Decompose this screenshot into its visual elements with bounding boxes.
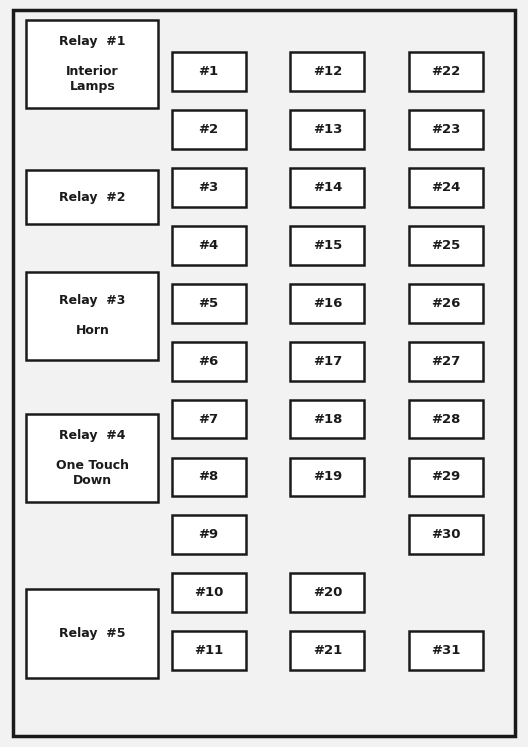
- Text: Relay  #4

One Touch
Down: Relay #4 One Touch Down: [56, 429, 129, 487]
- Text: #27: #27: [431, 355, 461, 368]
- Text: Relay  #5: Relay #5: [59, 627, 126, 640]
- FancyBboxPatch shape: [409, 515, 483, 554]
- Text: #23: #23: [431, 123, 461, 136]
- Text: #10: #10: [194, 586, 223, 599]
- FancyBboxPatch shape: [290, 631, 364, 670]
- Text: Relay  #2: Relay #2: [59, 190, 126, 204]
- FancyBboxPatch shape: [409, 52, 483, 91]
- Text: #24: #24: [431, 181, 461, 194]
- Text: #17: #17: [313, 355, 342, 368]
- FancyBboxPatch shape: [172, 168, 246, 207]
- FancyBboxPatch shape: [409, 226, 483, 265]
- Text: #15: #15: [313, 239, 342, 252]
- FancyBboxPatch shape: [290, 284, 364, 323]
- FancyBboxPatch shape: [172, 515, 246, 554]
- FancyBboxPatch shape: [26, 272, 158, 360]
- Text: #3: #3: [199, 181, 219, 194]
- Text: #13: #13: [313, 123, 342, 136]
- FancyBboxPatch shape: [172, 226, 246, 265]
- FancyBboxPatch shape: [290, 457, 364, 496]
- FancyBboxPatch shape: [290, 52, 364, 91]
- Text: #12: #12: [313, 65, 342, 78]
- FancyBboxPatch shape: [409, 400, 483, 438]
- FancyBboxPatch shape: [172, 400, 246, 438]
- Text: #11: #11: [194, 644, 223, 657]
- FancyBboxPatch shape: [172, 457, 246, 496]
- FancyBboxPatch shape: [26, 20, 158, 108]
- FancyBboxPatch shape: [26, 414, 158, 502]
- Text: #28: #28: [431, 412, 461, 426]
- FancyBboxPatch shape: [172, 574, 246, 612]
- FancyBboxPatch shape: [172, 631, 246, 670]
- FancyBboxPatch shape: [26, 589, 158, 678]
- Text: #26: #26: [431, 297, 461, 310]
- Text: #16: #16: [313, 297, 342, 310]
- Text: #19: #19: [313, 471, 342, 483]
- Text: Relay  #3

Horn: Relay #3 Horn: [59, 294, 126, 338]
- FancyBboxPatch shape: [172, 342, 246, 381]
- FancyBboxPatch shape: [172, 284, 246, 323]
- FancyBboxPatch shape: [290, 226, 364, 265]
- Text: #18: #18: [313, 412, 342, 426]
- Text: #5: #5: [199, 297, 219, 310]
- FancyBboxPatch shape: [26, 170, 158, 224]
- FancyBboxPatch shape: [409, 457, 483, 496]
- Text: #25: #25: [431, 239, 461, 252]
- Text: #7: #7: [199, 412, 219, 426]
- FancyBboxPatch shape: [13, 10, 515, 736]
- Text: #20: #20: [313, 586, 342, 599]
- Text: #22: #22: [431, 65, 461, 78]
- Text: #31: #31: [431, 644, 461, 657]
- FancyBboxPatch shape: [290, 400, 364, 438]
- Text: #2: #2: [199, 123, 219, 136]
- Text: #1: #1: [199, 65, 219, 78]
- FancyBboxPatch shape: [409, 168, 483, 207]
- FancyBboxPatch shape: [409, 284, 483, 323]
- Text: #8: #8: [199, 471, 219, 483]
- Text: #6: #6: [199, 355, 219, 368]
- FancyBboxPatch shape: [290, 342, 364, 381]
- FancyBboxPatch shape: [172, 52, 246, 91]
- Text: Relay  #1

Interior
Lamps: Relay #1 Interior Lamps: [59, 35, 126, 93]
- FancyBboxPatch shape: [290, 111, 364, 149]
- FancyBboxPatch shape: [409, 631, 483, 670]
- FancyBboxPatch shape: [409, 342, 483, 381]
- FancyBboxPatch shape: [409, 111, 483, 149]
- Text: #21: #21: [313, 644, 342, 657]
- FancyBboxPatch shape: [172, 111, 246, 149]
- Text: #4: #4: [199, 239, 219, 252]
- FancyBboxPatch shape: [290, 168, 364, 207]
- Text: #30: #30: [431, 528, 461, 542]
- Text: #9: #9: [199, 528, 219, 542]
- Text: #14: #14: [313, 181, 342, 194]
- Text: #29: #29: [431, 471, 461, 483]
- FancyBboxPatch shape: [290, 574, 364, 612]
